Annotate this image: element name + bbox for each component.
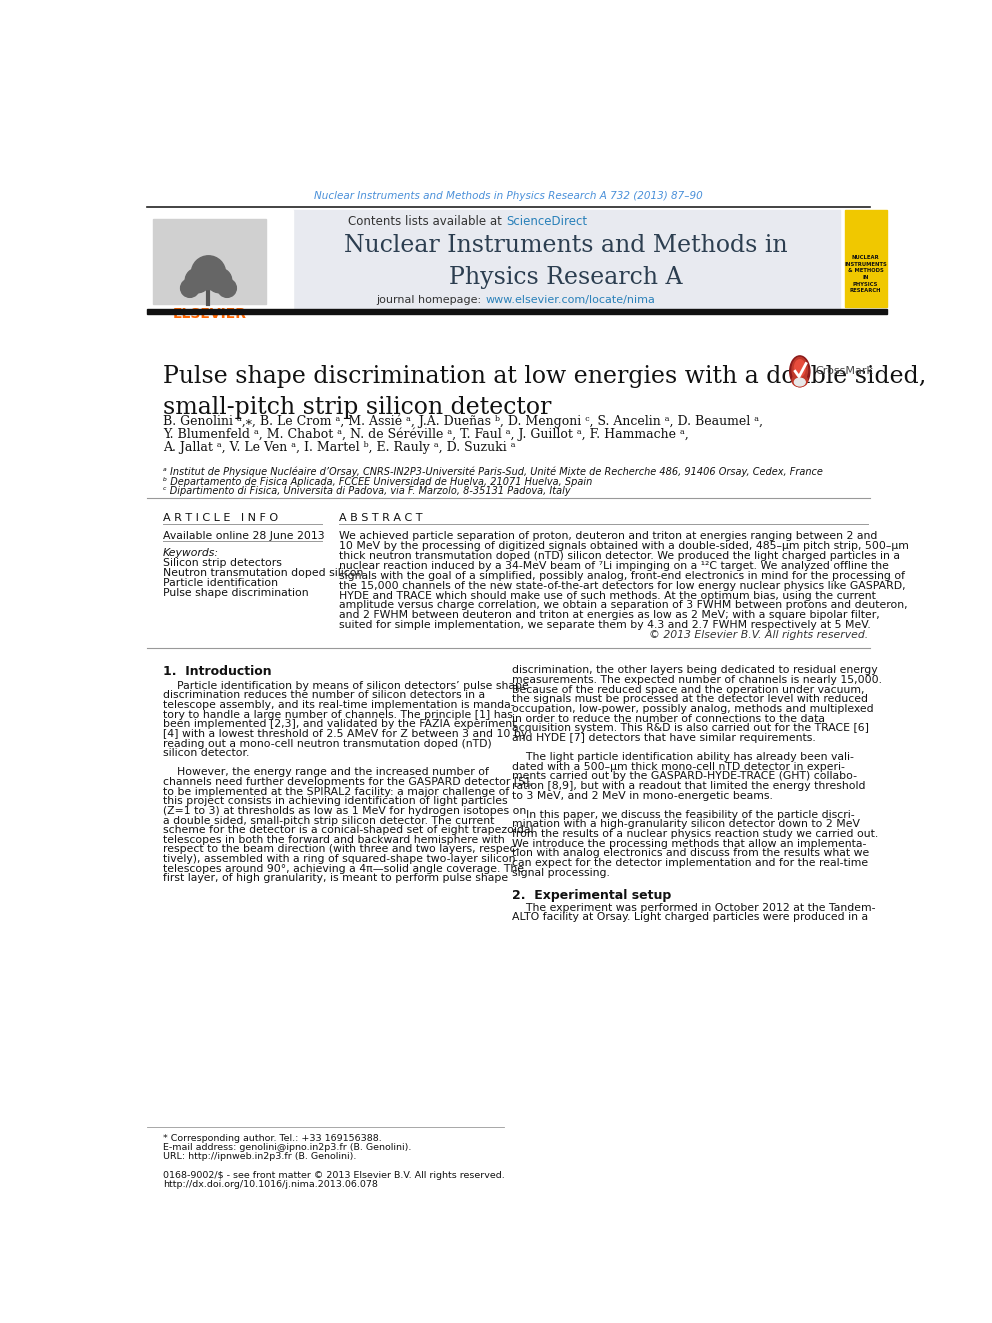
Text: Available online 28 June 2013: Available online 28 June 2013 bbox=[163, 531, 324, 541]
Text: ELSEVIER: ELSEVIER bbox=[173, 307, 247, 321]
Text: © 2013 Elsevier B.V. All rights reserved.: © 2013 Elsevier B.V. All rights reserved… bbox=[649, 630, 868, 640]
Text: mination with a high-granularity silicon detector down to 2 MeV: mination with a high-granularity silicon… bbox=[512, 819, 859, 830]
Text: ᶜ Dipartimento di Fisica, Universita di Padova, via F. Marzolo, 8-35131 Padova, : ᶜ Dipartimento di Fisica, Universita di … bbox=[163, 486, 570, 496]
Ellipse shape bbox=[790, 356, 809, 386]
Text: ᵃ Institut de Physique Nucléaire d’Orsay, CNRS-IN2P3-Université Paris-Sud, Unité: ᵃ Institut de Physique Nucléaire d’Orsay… bbox=[163, 467, 822, 478]
Text: discrimination, the other layers being dedicated to residual energy: discrimination, the other layers being d… bbox=[512, 665, 877, 676]
Ellipse shape bbox=[795, 378, 806, 386]
Text: Silicon strip detectors: Silicon strip detectors bbox=[163, 558, 282, 569]
Text: telescope assembly, and its real-time implementation is manda-: telescope assembly, and its real-time im… bbox=[163, 700, 515, 710]
Text: this project consists in achieving identification of light particles: this project consists in achieving ident… bbox=[163, 796, 507, 806]
Text: ALTO facility at Orsay. Light charged particles were produced in a: ALTO facility at Orsay. Light charged pa… bbox=[512, 912, 868, 922]
Text: channels need further developments for the GASPARD detector [5],: channels need further developments for t… bbox=[163, 777, 533, 787]
Text: ration [8,9], but with a readout that limited the energy threshold: ration [8,9], but with a readout that li… bbox=[512, 781, 865, 791]
Text: Neutron transmutation doped silicon: Neutron transmutation doped silicon bbox=[163, 569, 363, 578]
Text: Nuclear Instruments and Methods in Physics Research A 732 (2013) 87–90: Nuclear Instruments and Methods in Physi… bbox=[314, 191, 702, 201]
Text: http://dx.doi.org/10.1016/j.nima.2013.06.078: http://dx.doi.org/10.1016/j.nima.2013.06… bbox=[163, 1180, 378, 1189]
Text: a double sided, small-pitch strip silicon detector. The current: a double sided, small-pitch strip silico… bbox=[163, 815, 494, 826]
Text: in order to reduce the number of connections to the data: in order to reduce the number of connect… bbox=[512, 713, 824, 724]
Text: ᵇ Departamento de Fisica Aplicada, FCCEE Universidad de Huelva, 21071 Huelva, Sp: ᵇ Departamento de Fisica Aplicada, FCCEE… bbox=[163, 476, 592, 487]
Text: to 3 MeV, and 2 MeV in mono-energetic beams.: to 3 MeV, and 2 MeV in mono-energetic be… bbox=[512, 791, 773, 800]
Circle shape bbox=[181, 279, 199, 298]
Text: and HYDE [7] detectors that have similar requirements.: and HYDE [7] detectors that have similar… bbox=[512, 733, 815, 742]
Text: HYDE and TRACE which should make use of such methods. At the optimum bias, using: HYDE and TRACE which should make use of … bbox=[339, 590, 876, 601]
Text: Pulse shape discrimination at low energies with a double sided,
small-pitch stri: Pulse shape discrimination at low energi… bbox=[163, 365, 927, 419]
Bar bbox=[147, 210, 293, 308]
Text: E-mail address: genolini@ipno.in2p3.fr (B. Genolini).: E-mail address: genolini@ipno.in2p3.fr (… bbox=[163, 1143, 411, 1152]
Text: dated with a 500–μm thick mono-cell nTD detector in experi-: dated with a 500–μm thick mono-cell nTD … bbox=[512, 762, 844, 771]
Text: 1.  Introduction: 1. Introduction bbox=[163, 665, 272, 679]
Text: and 2 FWHM between deuteron and triton at energies as low as 2 MeV; with a squar: and 2 FWHM between deuteron and triton a… bbox=[339, 610, 880, 620]
Text: 2.  Experimental setup: 2. Experimental setup bbox=[512, 889, 671, 902]
Text: first layer, of high granularity, is meant to perform pulse shape: first layer, of high granularity, is mea… bbox=[163, 873, 508, 884]
Text: URL: http://ipnweb.in2p3.fr (B. Genolini).: URL: http://ipnweb.in2p3.fr (B. Genolini… bbox=[163, 1152, 356, 1162]
Text: Contents lists available at: Contents lists available at bbox=[347, 216, 505, 229]
Text: telescopes in both the forward and backward hemisphere with: telescopes in both the forward and backw… bbox=[163, 835, 505, 845]
Text: the signals must be processed at the detector level with reduced: the signals must be processed at the det… bbox=[512, 695, 867, 704]
Text: thick neutron transmutation doped (nTD) silicon detector. We produced the light : thick neutron transmutation doped (nTD) … bbox=[339, 552, 901, 561]
Text: In this paper, we discuss the feasibility of the particle discri-: In this paper, we discuss the feasibilit… bbox=[512, 810, 854, 820]
Ellipse shape bbox=[795, 360, 806, 377]
Text: the 15,000 channels of the new state-of-the-art detectors for low energy nuclear: the 15,000 channels of the new state-of-… bbox=[339, 581, 906, 591]
Text: The light particle identification ability has already been vali-: The light particle identification abilit… bbox=[512, 751, 853, 762]
Ellipse shape bbox=[792, 357, 807, 382]
Text: We introduce the processing methods that allow an implementa-: We introduce the processing methods that… bbox=[512, 839, 866, 848]
Text: ments carried out by the GASPARD-HYDE-TRACE (GHT) collabo-: ments carried out by the GASPARD-HYDE-TR… bbox=[512, 771, 856, 782]
Bar bbox=[293, 210, 840, 308]
Circle shape bbox=[218, 279, 236, 298]
Text: can expect for the detector implementation and for the real-time: can expect for the detector implementati… bbox=[512, 857, 868, 868]
Text: respect to the beam direction (with three and two layers, respec-: respect to the beam direction (with thre… bbox=[163, 844, 519, 855]
Text: We achieved particle separation of proton, deuteron and triton at energies rangi: We achieved particle separation of proto… bbox=[339, 532, 878, 541]
Text: tively), assembled with a ring of squared-shape two-layer silicon: tively), assembled with a ring of square… bbox=[163, 855, 515, 864]
Circle shape bbox=[191, 255, 225, 290]
Text: scheme for the detector is a conical-shaped set of eight trapezoidal: scheme for the detector is a conical-sha… bbox=[163, 826, 534, 835]
Text: nuclear reaction induced by a 34-MeV beam of ⁷Li impinging on a ¹²C target. We a: nuclear reaction induced by a 34-MeV bea… bbox=[339, 561, 889, 572]
Text: * Corresponding author. Tel.: +33 169156388.: * Corresponding author. Tel.: +33 169156… bbox=[163, 1134, 382, 1143]
Text: Y. Blumenfeld ᵃ, M. Chabot ᵃ, N. de Séréville ᵃ, T. Faul ᵃ, J. Guillot ᵃ, F. Ham: Y. Blumenfeld ᵃ, M. Chabot ᵃ, N. de Séré… bbox=[163, 427, 688, 441]
Text: occupation, low-power, possibly analog, methods and multiplexed: occupation, low-power, possibly analog, … bbox=[512, 704, 873, 714]
Text: A. Jallat ᵃ, V. Le Ven ᵃ, I. Martel ᵇ, E. Rauly ᵃ, D. Suzuki ᵃ: A. Jallat ᵃ, V. Le Ven ᵃ, I. Martel ᵇ, E… bbox=[163, 441, 516, 454]
Text: ScienceDirect: ScienceDirect bbox=[506, 216, 587, 229]
Circle shape bbox=[186, 269, 210, 292]
Text: amplitude versus charge correlation, we obtain a separation of 3 FWHM between pr: amplitude versus charge correlation, we … bbox=[339, 601, 908, 610]
Bar bbox=[845, 210, 888, 307]
Text: (Z=1 to 3) at thresholds as low as 1 MeV for hydrogen isotopes on: (Z=1 to 3) at thresholds as low as 1 MeV… bbox=[163, 806, 526, 816]
Text: from the results of a nuclear physics reaction study we carried out.: from the results of a nuclear physics re… bbox=[512, 830, 878, 839]
Bar bbox=[154, 218, 266, 303]
Circle shape bbox=[207, 269, 232, 292]
Text: Pulse shape discrimination: Pulse shape discrimination bbox=[163, 589, 309, 598]
Text: However, the energy range and the increased number of: However, the energy range and the increa… bbox=[163, 767, 489, 778]
Bar bbox=[147, 308, 888, 315]
Text: suited for simple implementation, we separate them by 4.3 and 2.7 FWHM respectiv: suited for simple implementation, we sep… bbox=[339, 620, 871, 630]
Text: signal processing.: signal processing. bbox=[512, 868, 609, 877]
Text: tion with analog electronics and discuss from the results what we: tion with analog electronics and discuss… bbox=[512, 848, 869, 859]
Text: signals with the goal of a simplified, possibly analog, front-end electronics in: signals with the goal of a simplified, p… bbox=[339, 570, 906, 581]
Text: Because of the reduced space and the operation under vacuum,: Because of the reduced space and the ope… bbox=[512, 685, 864, 695]
Text: been implemented [2,3], and validated by the FAZIA experiment: been implemented [2,3], and validated by… bbox=[163, 720, 516, 729]
Text: [4] with a lowest threshold of 2.5 AMeV for Z between 3 and 10 by: [4] with a lowest threshold of 2.5 AMeV … bbox=[163, 729, 527, 740]
Ellipse shape bbox=[792, 374, 807, 386]
Text: Particle identification: Particle identification bbox=[163, 578, 278, 589]
Text: The experiment was performed in October 2012 at the Tandem-: The experiment was performed in October … bbox=[512, 902, 875, 913]
Text: acquisition system. This R&D is also carried out for the TRACE [6]: acquisition system. This R&D is also car… bbox=[512, 724, 869, 733]
Text: www.elsevier.com/locate/nima: www.elsevier.com/locate/nima bbox=[485, 295, 655, 304]
Text: B. Genolini ᵃ,⁎, B. Le Crom ᵃ, M. Assié ᵃ, J.A. Dueñas ᵇ, D. Mengoni ᶜ, S. Ancel: B. Genolini ᵃ,⁎, B. Le Crom ᵃ, M. Assié … bbox=[163, 414, 763, 427]
Text: 10 MeV by the processing of digitized signals obtained with a double-sided, 485–: 10 MeV by the processing of digitized si… bbox=[339, 541, 910, 552]
Text: Particle identification by means of silicon detectors’ pulse shape: Particle identification by means of sili… bbox=[163, 681, 529, 691]
Text: to be implemented at the SPIRAL2 facility: a major challenge of: to be implemented at the SPIRAL2 facilit… bbox=[163, 787, 509, 796]
Text: reading out a mono-cell neutron transmutation doped (nTD): reading out a mono-cell neutron transmut… bbox=[163, 738, 491, 749]
Text: journal homepage:: journal homepage: bbox=[376, 295, 484, 304]
Text: A B S T R A C T: A B S T R A C T bbox=[339, 513, 423, 523]
Text: NUCLEAR
INSTRUMENTS
& METHODS
IN
PHYSICS
RESEARCH: NUCLEAR INSTRUMENTS & METHODS IN PHYSICS… bbox=[844, 255, 887, 294]
Text: 0168-9002/$ - see front matter © 2013 Elsevier B.V. All rights reserved.: 0168-9002/$ - see front matter © 2013 El… bbox=[163, 1171, 505, 1180]
Text: discrimination reduces the number of silicon detectors in a: discrimination reduces the number of sil… bbox=[163, 691, 485, 700]
Text: silicon detector.: silicon detector. bbox=[163, 749, 249, 758]
Text: tory to handle a large number of channels. The principle [1] has: tory to handle a large number of channel… bbox=[163, 709, 513, 720]
Text: Nuclear Instruments and Methods in
Physics Research A: Nuclear Instruments and Methods in Physi… bbox=[344, 234, 788, 288]
Text: Keywords:: Keywords: bbox=[163, 548, 219, 558]
Text: CrossMark: CrossMark bbox=[815, 366, 873, 376]
Text: A R T I C L E   I N F O: A R T I C L E I N F O bbox=[163, 513, 278, 523]
Text: measurements. The expected number of channels is nearly 15,000.: measurements. The expected number of cha… bbox=[512, 675, 882, 685]
Text: telescopes around 90°, achieving a 4π—solid angle coverage. The: telescopes around 90°, achieving a 4π—so… bbox=[163, 864, 524, 873]
